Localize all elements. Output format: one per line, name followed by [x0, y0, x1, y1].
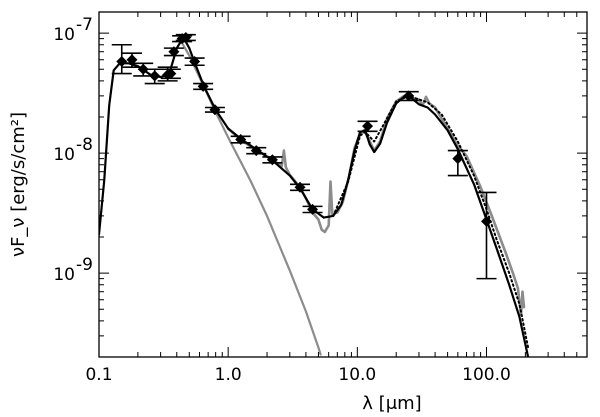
data-point-20	[476, 191, 497, 280]
x-tick-label: 10.0	[338, 365, 376, 385]
plot-frame	[98, 11, 588, 358]
y-tick-label-exp: -7	[76, 15, 93, 35]
diamond-marker	[126, 54, 138, 66]
y-tick-label-base: 10	[53, 145, 75, 165]
diamond-marker	[362, 120, 374, 132]
series-line-dotted-black	[332, 94, 530, 349]
diamond-marker	[307, 203, 319, 215]
data-point-10	[193, 80, 214, 92]
diamond-marker	[149, 70, 161, 82]
labels-layer: λ [μm] 0.1 1.0 10.0 100.010-910-810 -7νF_ν […	[8, 15, 511, 414]
y-tick-label-exp: -8	[76, 135, 93, 155]
diamond-marker	[235, 133, 247, 145]
x-axis-label: λ [μm]	[362, 393, 421, 414]
data-point-0	[111, 43, 132, 75]
data-point-8	[175, 31, 196, 43]
diamond-marker	[209, 104, 221, 116]
series-line-gray-spectrum	[226, 94, 526, 316]
diamond-marker	[180, 31, 192, 43]
diamond-marker	[266, 154, 278, 166]
y-tick-label-exp: -9	[76, 255, 93, 275]
diamond-marker	[137, 63, 149, 75]
diamond-marker	[197, 80, 209, 92]
series-line-gray-stellar	[178, 37, 322, 356]
data-point-5	[160, 68, 181, 80]
x-tick-label: 1.0	[215, 365, 242, 385]
data-point-6	[163, 46, 184, 58]
data-point-19	[447, 149, 468, 177]
axes-layer	[98, 11, 588, 358]
diamond-marker	[294, 181, 306, 193]
diamond-marker	[168, 46, 180, 58]
data-point-16	[302, 203, 323, 215]
data-point-1	[121, 52, 142, 69]
y-tick-label-base: 10	[53, 265, 75, 285]
data-point-9	[184, 56, 205, 68]
data-point-12	[230, 133, 251, 145]
diamond-marker	[250, 145, 262, 157]
marks-layer	[99, 31, 530, 357]
x-tick-label: 0.1	[85, 365, 112, 385]
diamond-marker	[189, 56, 201, 68]
data-point-11	[204, 104, 225, 116]
series-line-solid-black	[99, 36, 530, 357]
data-point-17	[357, 120, 378, 133]
diamond-marker	[403, 90, 415, 102]
x-tick-label: 100.0	[462, 365, 511, 385]
y-tick-label-base: 10	[53, 25, 75, 45]
diamond-marker	[116, 56, 128, 68]
diamond-marker	[165, 68, 177, 80]
y-axis-label: νF_ν [erg/s/cm²]	[8, 112, 29, 257]
diamond-marker	[452, 153, 464, 165]
data-point-15	[290, 181, 311, 193]
data-point-14	[262, 154, 283, 166]
diamond-marker	[480, 215, 492, 227]
data-point-13	[246, 145, 267, 157]
data-point-18	[398, 90, 419, 102]
